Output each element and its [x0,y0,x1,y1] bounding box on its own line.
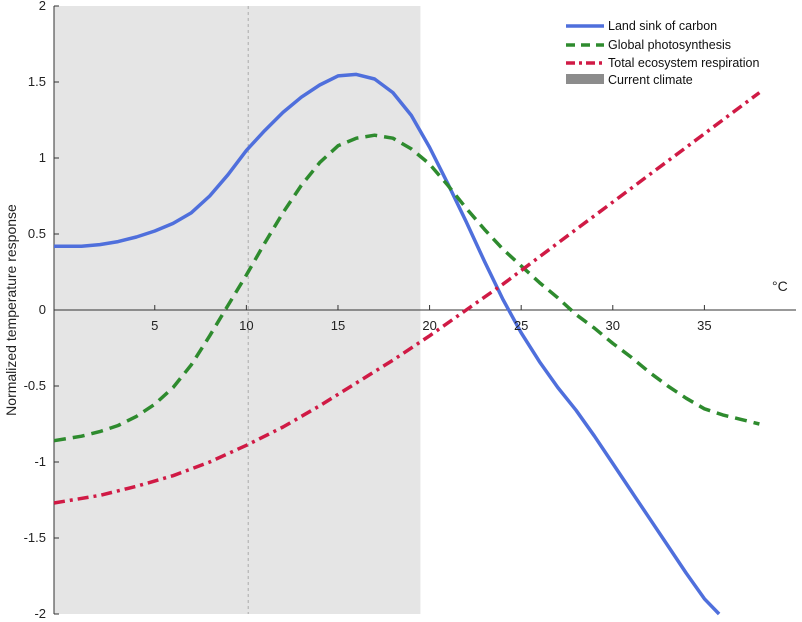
legend-label-land-sink: Land sink of carbon [608,19,717,33]
y-tick-label: -2 [34,606,46,621]
legend-label-current-climate: Current climate [608,73,693,87]
y-tick-label: 1 [39,150,46,165]
x-axis-label: °C [772,278,788,294]
series-line-photosynthesis [53,133,760,443]
legend-swatch-current-climate [566,74,604,84]
legend-label-photosynthesis: Global photosynthesis [608,38,731,52]
y-tick-label: -0.5 [24,378,46,393]
series-layer [53,72,761,616]
legend-label-respiration: Total ecosystem respiration [608,56,760,70]
ticks-layer: 2 1.5 1 0.5 0 -0.5 -1 -1.5 -2 5 10 15 20 25 30 35 [24,0,712,621]
x-tick-label: 35 [697,318,711,333]
y-tick-label: 2 [39,0,46,13]
y-tick-label: 1.5 [28,74,46,89]
legend: Land sink of carbon Global photosynthesi… [566,19,760,87]
x-tick-label: 5 [151,318,158,333]
y-tick-label: -1 [34,454,46,469]
series-line-respiration [53,91,761,505]
x-tick-label: 30 [606,318,620,333]
y-tick-label: 0.5 [28,226,46,241]
x-tick-label: 10 [239,318,253,333]
y-axis-label: Normalized temperature response [3,204,19,416]
x-tick-label: 20 [422,318,436,333]
x-tick-label: 25 [514,318,528,333]
y-tick-label: 0 [39,302,46,317]
x-tick-label: 15 [331,318,345,333]
y-tick-label: -1.5 [24,530,46,545]
series-line-land-sink [54,72,721,616]
